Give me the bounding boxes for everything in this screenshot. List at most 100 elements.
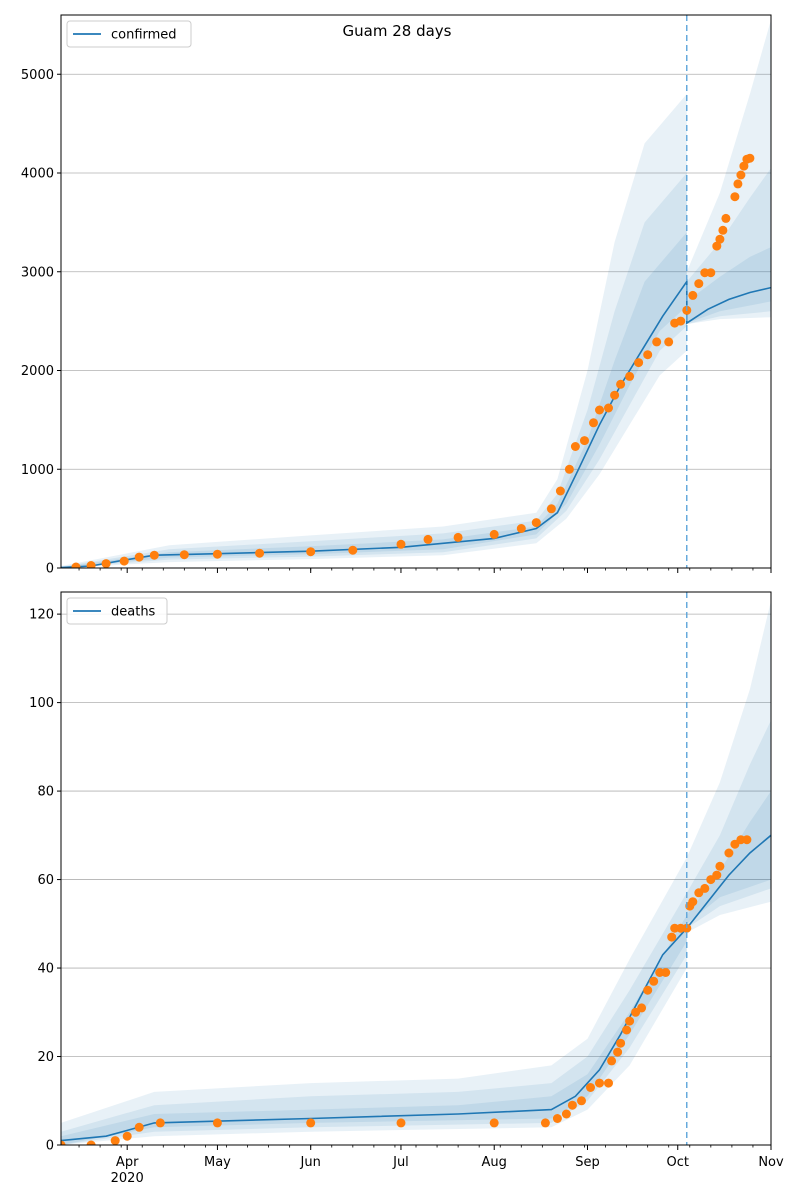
y-tick-label-2: 40 [37,962,54,977]
observed-point-17 [604,1078,613,1088]
observed-point-29 [643,350,653,360]
observed-point-1 [86,561,96,568]
chart-title: Guam 28 days [343,22,452,40]
model-line-deaths [61,834,771,1142]
observed-point-43 [730,192,740,202]
observed-point-40 [715,234,725,244]
observed-point-22 [625,1016,635,1026]
y-tick-label-0: 0 [46,562,54,577]
observed-point-39 [712,241,722,251]
y-tick-label-5: 100 [29,696,54,711]
observed-point-20 [570,442,580,451]
deaths-panel: 0 20 40 60 80 100 120 Apr May Jun Jul Aug Sep Oct Nov 2… [29,591,784,1186]
observed-point-40 [724,848,734,858]
x-tick-label-1: May [204,1155,231,1170]
y-tick-label-1: 1000 [21,463,54,478]
observed-point-45 [736,170,746,180]
legend: deaths [66,597,168,625]
observed-point-23 [595,405,604,415]
y-tick-label-3: 3000 [21,265,54,280]
observed-point-16 [531,518,541,528]
observed-point-6 [179,550,189,560]
observed-point-24 [604,403,613,413]
observed-point-34 [688,897,698,907]
observed-point-38 [706,268,716,278]
observed-point-18 [607,1056,617,1066]
observed-point-26 [649,976,659,986]
observed-point-11 [396,539,406,549]
observed-point-35 [688,290,698,300]
observed-point-3 [119,556,129,566]
observed-point-42 [721,213,731,223]
observed-point-27 [625,371,635,381]
x-tick-label-6: Oct [666,1155,688,1170]
observed-point-25 [643,985,653,995]
legend-label: deaths [111,605,156,620]
observed-point-8 [396,1118,406,1128]
observed-point-2 [101,559,111,568]
observed-point-25 [610,390,620,400]
observed-point-38 [712,870,722,880]
x-year-label: 2020 [111,1171,144,1186]
observed-point-20 [616,1038,626,1048]
uncertainty-band-inner [61,232,771,568]
observed-point-22 [589,418,598,428]
observed-point-33 [676,316,686,326]
y-tick-label-3: 60 [37,873,54,888]
x-tick-label-2: Jun [300,1155,321,1170]
observed-point-15 [586,1083,595,1092]
observed-point-12 [561,1109,571,1119]
y-tick-label-2: 2000 [21,364,54,379]
x-tick-label-5: Sep [575,1155,600,1170]
observed-point-5 [149,550,159,560]
observed-point-9 [306,547,316,557]
observed-point-13 [567,1100,577,1110]
observed-point-41 [718,225,728,235]
observed-point-30 [652,337,662,347]
observed-point-10 [348,545,358,555]
uncertainty-band-mid [61,168,771,568]
y-tick-label-4: 4000 [21,167,54,182]
observed-point-6 [212,1118,222,1128]
observed-point-9 [489,1118,499,1128]
y-tick-label-6: 120 [29,608,54,623]
observed-point-2 [110,1136,120,1145]
y-tick-label-5: 5000 [21,68,54,83]
observed-point-13 [453,532,463,542]
observed-point-12 [423,534,433,544]
observed-point-18 [555,486,565,496]
observed-point-5 [155,1118,165,1128]
observed-point-46 [739,161,749,171]
legend-box [66,20,192,48]
observed-point-4 [134,1122,144,1132]
observed-point-8 [255,548,265,558]
axes-frame [60,591,772,1146]
observed-point-21 [622,1025,632,1035]
confirmed-panel: 0 1000 2000 3000 4000 5000 confirmed [21,14,772,577]
observed-point-24 [637,1003,647,1013]
y-tick-label-1: 20 [37,1050,54,1065]
observed-point-10 [540,1118,550,1128]
observed-point-16 [595,1078,604,1088]
observed-point-28 [661,968,671,977]
observed-point-44 [733,179,743,189]
model-line-confirmed [61,279,771,568]
observed-point-4 [134,552,144,562]
observed-point-21 [580,436,589,446]
observed-point-36 [694,279,704,289]
observed-point-31 [664,337,674,347]
x-tick-label-7: Nov [758,1155,784,1170]
observed-point-36 [700,883,710,893]
observed-point-28 [634,358,644,368]
observed-point-39 [715,861,725,871]
observed-point-43 [742,835,752,845]
plot-area [61,15,771,568]
y-tick-label-0: 0 [46,1139,54,1154]
observed-point-0 [71,562,81,568]
observed-point-15 [516,524,526,533]
x-tick-label-3: Jul [392,1155,409,1170]
observed-point-1 [86,1140,96,1145]
uncertainty-band-outer [61,19,771,568]
observed-point-7 [212,549,222,559]
